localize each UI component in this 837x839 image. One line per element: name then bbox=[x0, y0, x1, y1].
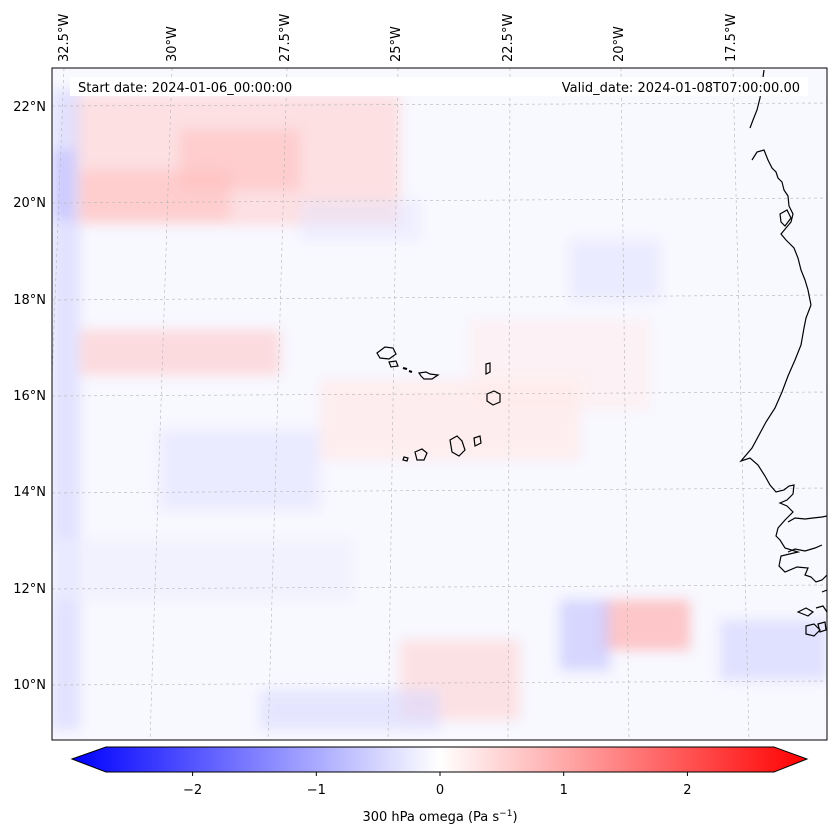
valid-date-label: Valid_date: 2024-01-08T07:00:00.00 bbox=[562, 81, 800, 96]
colorbar-bar bbox=[70, 746, 809, 773]
lon-label: 22.5°W bbox=[501, 14, 516, 62]
colorbar: −2 −1 0 1 2 300 hPa omega (Pa s−1) bbox=[70, 746, 809, 825]
lon-label: 20°W bbox=[612, 26, 627, 62]
lat-label: 14°N bbox=[13, 485, 46, 500]
lat-label: 20°N bbox=[13, 196, 46, 211]
map-panel: Start date: 2024-01-06_00:00:00 Valid_da… bbox=[51, 67, 828, 741]
lon-label: 25°W bbox=[389, 26, 404, 62]
lon-label: 30°W bbox=[165, 26, 180, 62]
longitude-labels: 32.5°W 30°W 27.5°W 25°W 22.5°W 20°W 17.5… bbox=[57, 14, 739, 62]
colorbar-tick-label: 0 bbox=[436, 783, 444, 798]
start-date-label: Start date: 2024-01-06_00:00:00 bbox=[78, 81, 292, 96]
lon-label: 32.5°W bbox=[57, 14, 72, 62]
graticule bbox=[52, 68, 827, 740]
colorbar-tick-label: −2 bbox=[183, 783, 202, 798]
africa-coastline bbox=[739, 69, 827, 637]
cape-verde-islands bbox=[376, 346, 501, 462]
latitude-labels: 22°N 20°N 18°N 16°N 14°N 12°N 10°N bbox=[13, 100, 46, 693]
colorbar-title: 300 hPa omega (Pa s−1) bbox=[362, 809, 517, 825]
info-box bbox=[70, 77, 808, 96]
lon-label: 17.5°W bbox=[724, 14, 739, 62]
colorbar-tick-label: 1 bbox=[560, 783, 568, 798]
lat-label: 16°N bbox=[13, 389, 46, 404]
map-frame bbox=[51, 67, 828, 741]
colorbar-ticks: −2 −1 0 1 2 bbox=[183, 772, 692, 798]
omega-field bbox=[52, 90, 827, 730]
colorbar-tick-label: 2 bbox=[683, 783, 691, 798]
lon-label: 27.5°W bbox=[278, 14, 293, 62]
lat-label: 18°N bbox=[13, 293, 46, 308]
colorbar-tick-label: −1 bbox=[307, 783, 326, 798]
lat-label: 12°N bbox=[13, 582, 46, 597]
lat-label: 10°N bbox=[13, 678, 46, 693]
lat-label: 22°N bbox=[13, 100, 46, 115]
